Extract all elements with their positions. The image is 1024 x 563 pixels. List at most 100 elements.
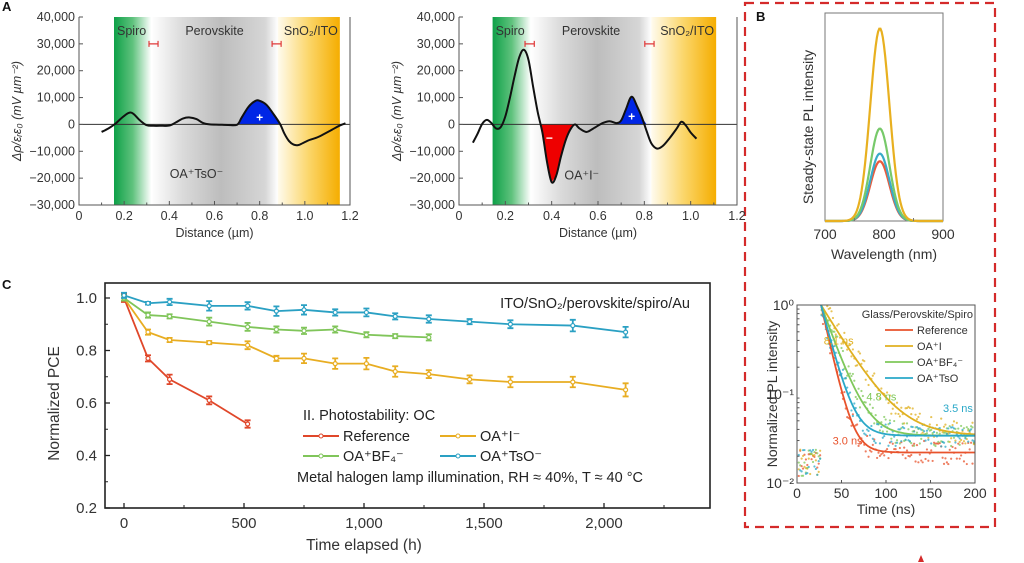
legend-marker [318, 453, 324, 459]
data-point [363, 361, 369, 367]
y-tick-label: 10⁻¹ [766, 386, 794, 402]
data-point [950, 437, 953, 440]
data-point [969, 441, 973, 444]
data-point [951, 423, 954, 427]
data-point [937, 440, 940, 443]
data-point [924, 439, 927, 442]
data-point [840, 342, 843, 345]
data-point [850, 374, 853, 378]
data-point [947, 462, 950, 466]
x-tick-label: 0 [120, 515, 128, 532]
data-point [167, 313, 173, 319]
x-tick-label: 1.2 [728, 209, 745, 223]
data-point [945, 432, 948, 435]
charge-sign-label: − [546, 131, 553, 145]
data-point [952, 420, 956, 423]
data-point [878, 429, 882, 432]
x-tick-label: 50 [834, 485, 850, 501]
data-point [622, 387, 629, 393]
data-point [915, 443, 919, 447]
panel-label-a: A [2, 0, 12, 14]
data-point [167, 337, 173, 343]
data-point [952, 436, 956, 439]
data-point [811, 448, 815, 452]
x-tick-label: 0.2 [115, 209, 132, 223]
data-point [799, 464, 802, 467]
data-point [864, 433, 867, 436]
data-point [843, 390, 846, 394]
fit-line-1 [820, 304, 976, 436]
data-point [965, 426, 968, 429]
data-point [833, 330, 836, 333]
region-label-2: SnO₂/ITO [284, 24, 338, 38]
data-point [145, 355, 151, 361]
data-point [903, 427, 906, 430]
data-point [948, 448, 951, 451]
series-line [123, 297, 249, 425]
data-point [942, 425, 946, 428]
data-point [960, 454, 963, 457]
data-point [870, 424, 873, 428]
y-tick-label: 10⁻² [766, 475, 794, 491]
data-point [844, 376, 847, 380]
data-point [860, 389, 863, 393]
data-point [900, 440, 903, 443]
data-point [809, 472, 812, 476]
data-point [930, 442, 933, 445]
data-point [848, 343, 852, 347]
data-point [426, 334, 432, 340]
data-point [920, 428, 923, 431]
data-point [908, 406, 911, 410]
data-point [830, 310, 833, 313]
data-point [570, 379, 576, 385]
data-point [914, 413, 917, 416]
data-point [890, 437, 893, 440]
data-point [860, 362, 863, 365]
axes-frame [104, 282, 711, 509]
data-point [884, 418, 887, 421]
data-point [206, 319, 212, 325]
data-point [426, 371, 432, 377]
panel-label-b: B [756, 9, 765, 24]
data-point [962, 440, 966, 443]
data-point [910, 442, 913, 445]
charge-fill-negative [541, 124, 575, 183]
data-point [809, 449, 812, 452]
data-point [918, 442, 921, 445]
x-axis-label: Time (ns) [857, 501, 916, 517]
y-axis-label: Δρ/εᵣε₀ (mV µm⁻²) [390, 61, 404, 162]
data-point [901, 422, 904, 425]
y-tick-label: 1.0 [76, 290, 97, 307]
y-axis-label: Normalized PCE [46, 346, 63, 461]
data-point [145, 329, 151, 335]
data-point [850, 355, 853, 358]
y-tick-label: 0.4 [76, 448, 97, 465]
data-point [901, 453, 904, 456]
data-point [925, 429, 929, 432]
x-tick-label: 1.0 [682, 209, 699, 223]
data-point [800, 470, 803, 473]
data-point [962, 460, 966, 463]
data-point [846, 386, 849, 389]
data-point [858, 352, 862, 355]
data-point [967, 440, 970, 443]
data-point [947, 427, 950, 430]
profile-line [472, 48, 698, 184]
data-point [903, 446, 906, 449]
data-point [920, 437, 923, 440]
data-point [829, 352, 832, 355]
data-point [883, 454, 886, 457]
y-tick-label: −10,000 [29, 144, 75, 158]
chart-b-steady-state-pl: 700 800 900 Wavelength (nm) Steady-state PL … [800, 12, 955, 262]
data-point [885, 391, 889, 394]
x-tick-label: 0.6 [589, 209, 606, 223]
data-point [858, 406, 862, 409]
sample-annotation: OA⁺I⁻ [564, 168, 599, 182]
data-point [888, 394, 892, 397]
data-point [817, 459, 820, 463]
legend-label: OA⁺I [917, 341, 942, 353]
charge-fill-positive [616, 96, 648, 125]
data-point [934, 444, 937, 448]
data-point [813, 454, 816, 457]
data-point [898, 442, 901, 445]
